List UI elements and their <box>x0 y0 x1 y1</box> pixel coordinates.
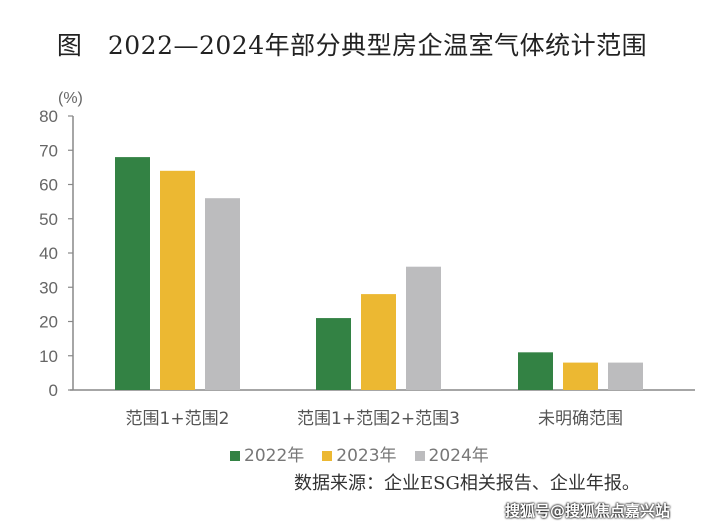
y-axis-unit: (%) <box>58 90 83 107</box>
y-tick-label: 30 <box>39 278 58 297</box>
legend-item: 2022年 <box>230 446 304 466</box>
legend-label: 2023年 <box>336 446 397 466</box>
y-tick-label: 80 <box>39 107 58 126</box>
y-tick-label: 10 <box>39 347 58 366</box>
y-tick-label: 70 <box>39 141 58 160</box>
bar-2023年-未明确范围 <box>563 362 598 390</box>
bar-2024年-未明确范围 <box>608 362 643 390</box>
watermark: 搜狐号@搜狐焦点嘉兴站 <box>505 502 671 520</box>
bar-2023年-范围1+范围2 <box>160 170 195 390</box>
bar-2024年-范围1+范围2+范围3 <box>406 266 441 390</box>
source-note: 数据来源：企业ESG相关报告、企业年报。 <box>294 473 640 494</box>
bar-2022年-范围1+范围2 <box>115 157 150 390</box>
legend-swatch <box>230 451 240 461</box>
bar-2023年-范围1+范围2+范围3 <box>361 294 396 390</box>
legend-item: 2024年 <box>414 446 489 466</box>
legend-label: 2024年 <box>428 446 489 466</box>
y-tick-label: 60 <box>39 176 58 195</box>
chart-title: 图 2022—2024年部分典型房企温室气体统计范围 <box>56 31 648 60</box>
bar-2022年-未明确范围 <box>518 352 553 390</box>
y-tick-label: 0 <box>49 381 58 400</box>
x-tick-label: 未明确范围 <box>538 409 623 429</box>
x-tick-label: 范围1+范围2+范围3 <box>297 409 460 429</box>
y-tick-label: 50 <box>39 210 58 229</box>
x-tick-label: 范围1+范围2 <box>126 409 230 429</box>
y-tick-label: 40 <box>39 244 58 263</box>
bar-2022年-范围1+范围2+范围3 <box>316 318 351 390</box>
y-tick-label: 20 <box>39 313 58 332</box>
legend-item: 2023年 <box>322 446 397 466</box>
legend-label: 2022年 <box>244 446 305 466</box>
legend: 2022年 2023年 2024年 <box>230 446 489 466</box>
bar-2024年-范围1+范围2 <box>205 198 240 390</box>
legend-swatch <box>322 451 333 461</box>
legend-swatch <box>414 451 425 461</box>
